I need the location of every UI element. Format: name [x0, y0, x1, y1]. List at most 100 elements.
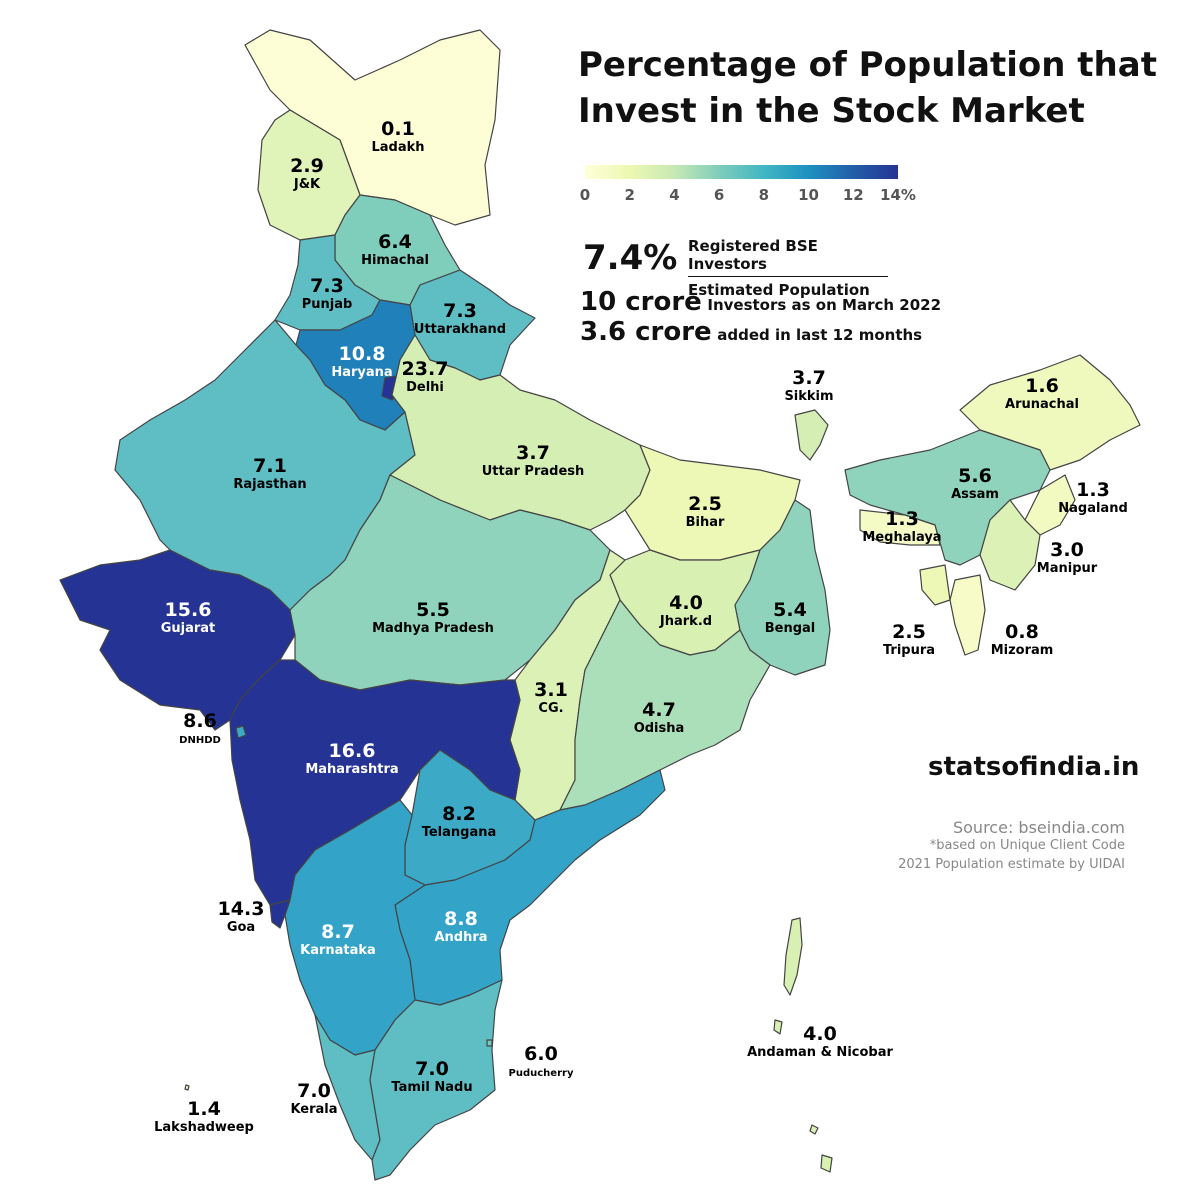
label-meghalaya: Meghalaya — [862, 530, 941, 545]
region-karnataka[interactable] — [284, 799, 426, 1056]
value-tamilnadu: 7.0 — [415, 1058, 449, 1080]
label-kerala: Kerala — [290, 1102, 337, 1117]
value-arunachal: 1.6 — [1025, 375, 1059, 397]
region-tamilnadu[interactable] — [369, 979, 503, 1181]
title-line-2: Invest in the Stock Market — [578, 91, 1085, 131]
region-mizoram[interactable] — [949, 574, 986, 656]
label-rajasthan: Rajasthan — [233, 477, 306, 492]
label-tripura: Tripura — [883, 643, 935, 658]
label-telangana: Telangana — [422, 825, 497, 840]
label-chhattisgarh: CG. — [538, 701, 563, 716]
label-punjab: Punjab — [302, 297, 353, 312]
region-goa[interactable] — [269, 899, 291, 929]
value-jk: 2.9 — [290, 155, 324, 177]
region-andaman[interactable] — [773, 917, 833, 1173]
ratio-denominator: Estimated Population — [688, 281, 870, 299]
value-delhi: 23.7 — [402, 358, 449, 380]
label-assam: Assam — [951, 487, 999, 502]
region-puducherry[interactable] — [486, 1039, 493, 1047]
legend-tick: 14% — [880, 186, 916, 204]
investors-added-label: added in last 12 months — [717, 326, 923, 344]
value-gujarat: 15.6 — [165, 599, 212, 621]
value-maharashtra: 16.6 — [329, 740, 376, 762]
label-maharashtra: Maharashtra — [305, 762, 398, 777]
label-jk: J&K — [293, 177, 321, 192]
label-tamilnadu: Tamil Nadu — [391, 1080, 472, 1095]
ratio-numerator: Registered BSE Investors — [688, 237, 888, 277]
label-puducherry: Puducherry — [509, 1068, 574, 1079]
value-odisha: 4.7 — [642, 699, 676, 721]
brand-watermark: statsofindia.in — [928, 752, 1140, 782]
value-karnataka: 8.7 — [321, 921, 355, 943]
value-andaman: 4.0 — [803, 1023, 837, 1045]
region-lakshadweep[interactable] — [184, 1084, 190, 1091]
legend-tick: 2 — [624, 186, 635, 204]
region-dnhdd[interactable] — [235, 725, 247, 739]
label-jharkhand: Jhark.d — [659, 614, 712, 629]
region-odisha[interactable] — [559, 599, 771, 811]
label-andaman: Andaman & Nicobar — [747, 1045, 893, 1060]
label-goa: Goa — [227, 920, 255, 935]
label-uttarakhand: Uttarakhand — [414, 322, 506, 337]
investors-count: 10 crore Investors as on March 2022 — [580, 287, 941, 317]
value-meghalaya: 1.3 — [885, 508, 919, 530]
label-lakshadweep: Lakshadweep — [154, 1120, 254, 1135]
value-ladakh: 0.1 — [381, 118, 415, 140]
ratio-definition: Registered BSE Investors Estimated Popul… — [688, 237, 888, 299]
legend-tick: 4 — [669, 186, 680, 204]
region-meghalaya[interactable] — [859, 509, 941, 546]
source-note-population: 2021 Population estimate by UIDAI — [898, 857, 1125, 872]
region-bengal[interactable] — [734, 499, 831, 676]
legend-tick: 8 — [758, 186, 770, 204]
value-bihar: 2.5 — [688, 493, 722, 515]
region-manipur[interactable] — [979, 499, 1041, 591]
region-andhra[interactable] — [394, 769, 666, 1006]
investors-added: 3.6 crore added in last 12 months — [580, 317, 922, 347]
value-goa: 14.3 — [218, 898, 265, 920]
investors-added-value: 3.6 crore — [580, 317, 712, 347]
region-up[interactable] — [389, 334, 651, 531]
value-mizoram: 0.8 — [1005, 621, 1039, 643]
value-assam: 5.6 — [958, 465, 992, 487]
label-haryana: Haryana — [331, 365, 392, 380]
value-uttarakhand: 7.3 — [443, 300, 477, 322]
value-dnhdd: 8.6 — [183, 710, 217, 732]
value-nagaland: 1.3 — [1076, 479, 1110, 501]
color-legend-bar — [585, 165, 898, 179]
label-andhra: Andhra — [434, 930, 487, 945]
label-ladakh: Ladakh — [371, 140, 424, 155]
value-lakshadweep: 1.4 — [187, 1098, 221, 1120]
value-sikkim: 3.7 — [792, 367, 826, 389]
source-note-ucc: *based on Unique Client Code — [929, 838, 1125, 853]
value-punjab: 7.3 — [310, 275, 344, 297]
label-manipur: Manipur — [1037, 561, 1098, 576]
national-percentage: 7.4% — [583, 238, 678, 278]
value-telangana: 8.2 — [442, 803, 476, 825]
label-arunachal: Arunachal — [1005, 397, 1079, 412]
legend-tick: 10 — [798, 186, 819, 204]
value-andhra: 8.8 — [444, 908, 478, 930]
value-jharkhand: 4.0 — [669, 592, 703, 614]
investors-count-label: Investors as on March 2022 — [707, 296, 942, 314]
legend-tick: 6 — [713, 186, 725, 204]
value-himachal: 6.4 — [378, 231, 412, 253]
label-sikkim: Sikkim — [784, 389, 833, 404]
label-delhi: Delhi — [406, 380, 444, 395]
label-mizoram: Mizoram — [991, 643, 1054, 658]
region-sikkim[interactable] — [794, 409, 829, 461]
label-odisha: Odisha — [634, 721, 685, 736]
value-tripura: 2.5 — [892, 621, 926, 643]
value-bengal: 5.4 — [773, 599, 807, 621]
legend-tick: 0 — [579, 186, 591, 204]
map-title: Percentage of Population that Invest in … — [578, 42, 1178, 134]
region-tripura[interactable] — [919, 564, 951, 606]
value-rajasthan: 7.1 — [253, 455, 287, 477]
value-chhattisgarh: 3.1 — [534, 679, 568, 701]
label-dnhdd: DNHDD — [179, 735, 221, 746]
value-kerala: 7.0 — [297, 1080, 331, 1102]
label-bihar: Bihar — [686, 515, 725, 530]
investors-count-value: 10 crore — [580, 287, 702, 317]
label-mp: Madhya Pradesh — [372, 621, 494, 636]
label-karnataka: Karnataka — [300, 943, 376, 958]
